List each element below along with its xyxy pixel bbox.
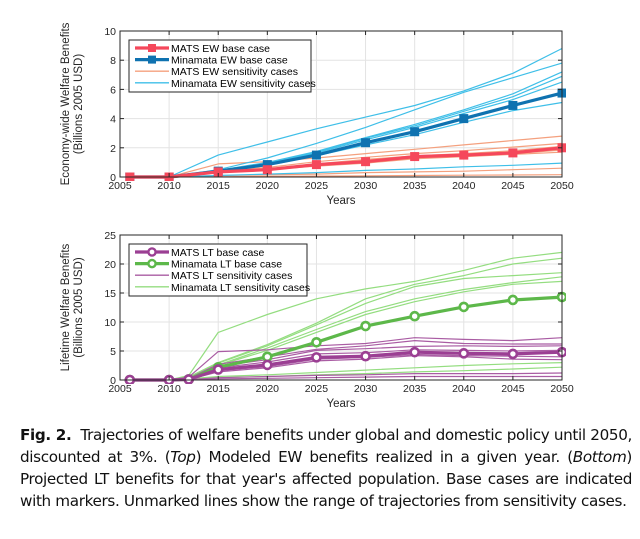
mats-lt-base-case-marker (360, 350, 371, 362)
y-tick-label: 10 (104, 317, 116, 329)
mats-ew-base-case-line (129, 146, 563, 179)
mats-ew-base-case-marker (311, 160, 321, 170)
mats-ew-base-case-marker (213, 167, 223, 177)
x-tick-label: 2015 (207, 383, 231, 395)
y-axis-label: (Billions 2005 USD) (73, 257, 85, 358)
x-tick-label: 2010 (157, 180, 181, 192)
legend-label: Minamata EW sensitivity cases (171, 78, 316, 90)
y-tick-label: 20 (104, 259, 116, 271)
y-tick-label: 10 (104, 26, 116, 38)
x-tick-label: 2030 (354, 180, 378, 192)
mats-ew-base-case-marker (410, 152, 420, 162)
legend-marker-minamata-ew-base-case (148, 55, 156, 64)
axes-box (119, 234, 563, 381)
mats-ew-base-case-marker (459, 150, 469, 160)
y-tick-label: 2 (110, 143, 116, 155)
legend-label: MATS LT base case (171, 247, 265, 259)
x-tick-label: 2050 (550, 180, 574, 192)
x-tick-label: 2005 (108, 180, 132, 192)
top-chart-ew: 2005 2010 2015 2020 2025 2030 2035 2040 2045 2050… (60, 22, 574, 207)
y-tick-label: 0 (110, 375, 116, 387)
y-tick-label: 4 (110, 114, 116, 126)
y-tick-label: 15 (104, 288, 116, 300)
legend-label: Minamata LT sensitivity cases (171, 282, 310, 294)
mats-lt-base-case-marker (183, 374, 195, 384)
figure: 2005 2010 2015 2020 2025 2030 2035 2040 2045 2050… (60, 22, 574, 410)
plot-area (125, 47, 566, 181)
x-tick-label: 2020 (256, 383, 280, 395)
minamata-sensitivity-line (129, 251, 563, 381)
figure-caption: Fig. 2. Trajectories of welfare benefits… (20, 424, 632, 512)
mats-ew-base-case-marker (361, 157, 371, 167)
caption-text: ) Modeled EW benefits realized in a give… (195, 448, 574, 466)
caption-text: ) Projected LT benefits for that year's … (20, 448, 632, 510)
x-axis-label: Years (327, 398, 356, 410)
x-tick-label: 2045 (501, 180, 525, 192)
bottom-chart-lt: 2005 2010 2015 2020 2025 2030 2035 2040 2045 2050… (60, 230, 574, 410)
minamata-ew-base-case-marker (361, 138, 371, 148)
mats-lt-base-case-marker (262, 359, 273, 371)
minamata-ew-base-case-marker (459, 114, 469, 124)
x-tick-label: 2035 (403, 180, 427, 192)
legend-marker-minamata-lt-base-case (147, 258, 157, 269)
mats-lt-base-case-marker (409, 346, 420, 358)
y-tick-label: 25 (104, 230, 116, 242)
legend-label: MATS EW sensitivity cases (171, 66, 298, 78)
x-tick-label: 2050 (550, 383, 574, 395)
x-tick-label: 2015 (207, 180, 231, 192)
x-tick-label: 2040 (452, 383, 476, 395)
minamata-ew-base-case-marker (410, 127, 420, 137)
legend-label: Minamata EW base case (171, 55, 288, 67)
axes-box (119, 30, 563, 178)
y-tick-label: 0 (110, 172, 116, 184)
minamata-ew-base-case-marker (508, 100, 518, 110)
x-tick-label: 2040 (452, 180, 476, 192)
minamata-lt-base-case-marker (262, 351, 273, 363)
minamata-sensitivity-line (129, 47, 563, 178)
x-tick-label: 2020 (256, 180, 280, 192)
y-tick-label: 6 (110, 84, 116, 96)
mats-sensitivity-line (129, 135, 563, 178)
x-tick-label: 2005 (108, 383, 132, 395)
legend-label: MATS EW base case (171, 43, 270, 55)
x-tick-label: 2025 (305, 180, 329, 192)
mats-lt-base-case-marker (212, 364, 224, 375)
y-axis-label: Economy-wide Welfare Benefits (60, 22, 72, 185)
minamata-lt-base-case-marker (458, 301, 470, 313)
legend-marker-mats-ew-base-case (148, 44, 156, 52)
x-tick-label: 2030 (354, 383, 378, 395)
caption-italic-text: Top (170, 448, 196, 466)
mats-lt-base-case-marker (311, 352, 322, 363)
caption-body: Trajectories of welfare benefits under g… (20, 426, 632, 510)
y-tick-label: 8 (110, 55, 116, 67)
legend-marker-mats-lt-base-case (147, 247, 157, 257)
caption-label: Fig. 2. (20, 426, 72, 444)
mats-lt-base-case-marker (458, 348, 470, 359)
mats-lt-base-case-marker (507, 348, 519, 360)
minamata-lt-base-case-marker (311, 336, 322, 348)
legend-label: MATS LT sensitivity cases (171, 270, 292, 282)
mats-ew-base-case-marker (508, 148, 518, 158)
minamata-ew-base-case-marker (311, 150, 321, 160)
x-tick-label: 2010 (157, 383, 181, 395)
mats-ew-base-case-marker (262, 165, 272, 175)
x-tick-label: 2035 (403, 383, 427, 395)
minamata-ew-base-case-marker (262, 160, 272, 170)
minamata-sensitivity-line (129, 162, 563, 178)
y-axis-label: Lifetime Welfare Benefits (60, 243, 72, 371)
minamata-lt-base-case-marker (409, 310, 420, 322)
y-axis-label: (Billions 2005 USD) (73, 54, 85, 155)
x-tick-label: 2045 (501, 383, 525, 395)
x-axis-label: Years (327, 195, 356, 207)
legend-label: Minamata LT base case (171, 259, 282, 271)
y-tick-label: 5 (110, 346, 116, 358)
minamata-lt-base-case-marker (360, 320, 371, 332)
caption-italic-text: Bottom (572, 448, 627, 466)
caption-text: Trajectories of welfare benefits under g… (20, 426, 632, 466)
minamata-lt-base-case-marker (507, 294, 519, 306)
x-tick-label: 2025 (305, 383, 329, 395)
